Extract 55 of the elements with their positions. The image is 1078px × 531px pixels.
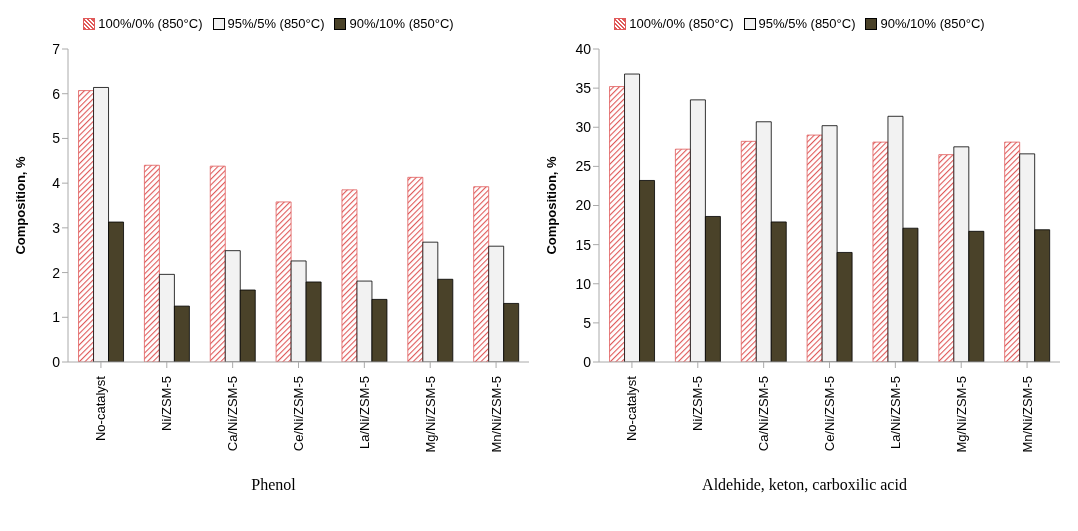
legend-label: 90%/10% (850°C) [880, 16, 985, 31]
y-tick-label: 15 [575, 236, 592, 253]
x-tick-label: Ni/ZSM-5 [690, 376, 706, 431]
y-tick-label: 30 [575, 119, 592, 136]
y-tick-label: 1 [52, 309, 61, 326]
bar [806, 134, 823, 362]
text: Phenol [250, 476, 297, 494]
bar [78, 90, 94, 362]
y-tick-label: 3 [52, 219, 61, 236]
y-axis-title: Composition, % [12, 155, 28, 255]
x-tick-label: Mn/Ni/ZSM-5 [488, 376, 504, 453]
legend-label: 100%/0% (850°C) [629, 16, 734, 31]
y-tick-label: 5 [583, 314, 592, 331]
x-tick-label: Ce/Ni/ZSM-5 [291, 376, 306, 452]
bar [1004, 141, 1021, 362]
bar [407, 176, 424, 362]
y-tick-label: 10 [575, 275, 592, 292]
y-tick-label: 2 [52, 264, 61, 281]
y-tick-label: 20 [575, 197, 592, 214]
y-axis-title: Composition, % [543, 155, 559, 255]
bar [740, 140, 757, 362]
y-tick-label: 6 [52, 85, 61, 102]
bar [938, 154, 955, 362]
y-tick-label: 25 [575, 158, 592, 175]
bar [275, 201, 292, 362]
text: Aldehide, keton, carboxilic acid [701, 476, 908, 494]
y-tick-label: 7 [52, 40, 61, 57]
bar [143, 164, 160, 362]
x-tick-label: Ce/Ni/ZSM-5 [822, 376, 837, 452]
bar [609, 86, 625, 362]
x-tick-label: Ca/Ni/ZSM-5 [225, 376, 241, 452]
bar [872, 141, 889, 362]
x-tick-label: Mg/Ni/ZSM-5 [953, 376, 969, 453]
bar [473, 186, 490, 362]
y-tick-label: 0 [52, 353, 61, 370]
x-tick-label: No-catalyst [624, 375, 640, 442]
x-tick-label: Ca/Ni/ZSM-5 [756, 376, 772, 452]
bar [209, 165, 226, 362]
x-tick-label: La/Ni/ZSM-5 [356, 376, 372, 449]
legend-label: 100%/0% (850°C) [98, 16, 203, 31]
x-tick-label: Ni/ZSM-5 [159, 376, 175, 431]
y-tick-label: 4 [52, 175, 61, 192]
x-tick-label: La/Ni/ZSM-5 [887, 376, 903, 449]
legend-label: 95%/5% (850°C) [758, 16, 856, 31]
bar [674, 148, 691, 362]
legend-label: 90%/10% (850°C) [349, 16, 454, 31]
bar [341, 189, 358, 362]
y-tick-label: 0 [583, 353, 592, 370]
x-tick-label: No-catalyst [93, 375, 109, 442]
y-tick-label: 5 [52, 130, 61, 147]
y-tick-label: 35 [575, 80, 592, 97]
y-tick-label: 40 [575, 40, 592, 57]
legend-label: 95%/5% (850°C) [227, 16, 325, 31]
x-tick-label: Mg/Ni/ZSM-5 [422, 376, 438, 453]
x-tick-label: Mn/Ni/ZSM-5 [1019, 376, 1035, 453]
